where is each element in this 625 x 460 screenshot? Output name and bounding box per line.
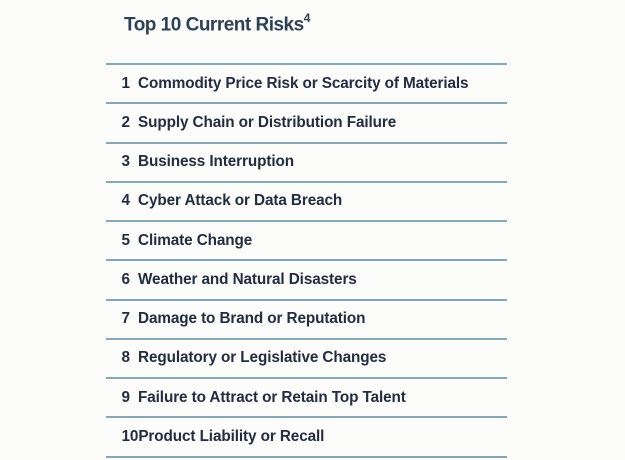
risk-rank: 7: [121, 310, 131, 328]
risk-rank: 6: [121, 270, 131, 288]
risk-row: 6 Weather and Natural Disasters: [106, 259, 507, 298]
risk-label: Business Interruption: [138, 153, 294, 171]
risk-row: 7 Damage to Brand or Reputation: [106, 298, 507, 338]
risk-label: Commodity Price Risk or Scarcity of Mate…: [138, 74, 469, 92]
risk-label: Weather and Natural Disasters: [138, 270, 357, 288]
risk-row: 4 Cyber Attack or Data Breach: [106, 180, 507, 220]
risk-rank: 4: [121, 192, 131, 210]
risk-label: Cyber Attack or Data Breach: [138, 192, 343, 210]
risk-rank: 9: [121, 388, 131, 406]
risk-rank: 8: [121, 349, 131, 367]
risk-label: Regulatory or Legislative Changes: [138, 349, 387, 367]
risk-label: Damage to Brand or Reputation: [138, 310, 366, 328]
risk-rank: 2: [121, 113, 131, 131]
risk-label: Supply Chain or Distribution Failure: [138, 113, 397, 131]
risk-row: 9 Failure to Attract or Retain Top Talen…: [106, 377, 507, 416]
risk-row: 2 Supply Chain or Distribution Failure: [106, 102, 507, 141]
risk-rank: 10: [121, 427, 139, 445]
risk-row: 5 Climate Change: [106, 220, 507, 259]
risk-list: 1 Commodity Price Risk or Scarcity of Ma…: [106, 63, 507, 458]
title-footnote-superscript: 4: [303, 11, 311, 25]
risk-label: Climate Change: [138, 231, 253, 249]
risk-row: 8 Regulatory or Legislative Changes: [106, 337, 507, 377]
risk-rank: 1: [121, 74, 131, 92]
page-title: Top 10 Current Risks4: [124, 7, 310, 37]
risk-label: Product Liability or Recall: [138, 427, 325, 445]
risk-row: 3 Business Interruption: [106, 141, 507, 181]
page-title-text: Top 10 Current Risks: [124, 14, 304, 36]
top-risks-panel: Top 10 Current Risks4 1 Commodity Price …: [106, 0, 507, 460]
risk-row: 10 Product Liability or Recall: [106, 416, 507, 455]
risk-rank: 5: [121, 231, 131, 249]
risk-label: Failure to Attract or Retain Top Talent: [138, 388, 406, 406]
risk-row: 1 Commodity Price Risk or Scarcity of Ma…: [106, 63, 507, 102]
risk-rank: 3: [121, 153, 131, 171]
